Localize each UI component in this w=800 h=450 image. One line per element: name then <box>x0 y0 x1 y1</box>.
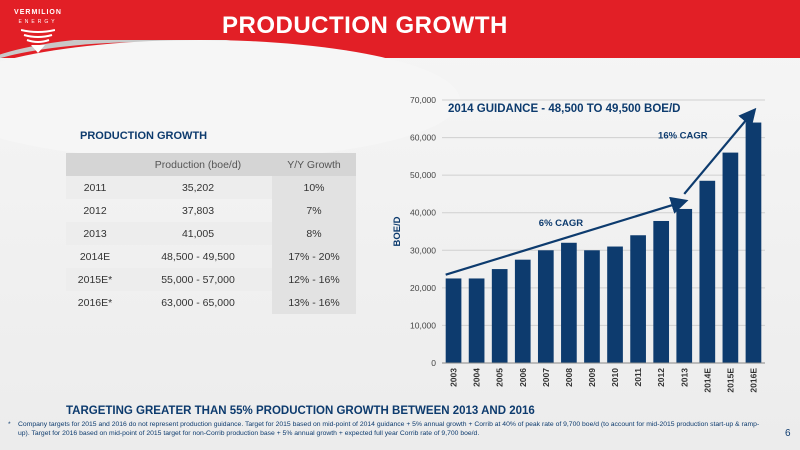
table-cell-growth: 13% - 16% <box>272 291 356 314</box>
bar-2015E <box>722 152 739 363</box>
x-tick-label: 2006 <box>518 368 528 387</box>
table-cell-year: 2013 <box>66 222 124 245</box>
table-cell-growth: 12% - 16% <box>272 268 356 291</box>
x-tick-label: 2003 <box>449 368 459 387</box>
y-tick-label: 30,000 <box>410 245 436 255</box>
y-tick-label: 40,000 <box>410 208 436 218</box>
y-tick-label: 20,000 <box>410 283 436 293</box>
bar-2005 <box>491 269 508 363</box>
bar-2013 <box>676 208 693 363</box>
y-tick-label: 50,000 <box>410 170 436 180</box>
page-title: PRODUCTION GROWTH <box>222 12 508 39</box>
bar-2007 <box>537 250 554 363</box>
footer-highlight: TARGETING GREATER THAN 55% PRODUCTION GR… <box>66 405 535 417</box>
table-cell-production: 55,000 - 57,000 <box>124 268 272 291</box>
table-row: 2011 35,202 10% <box>66 176 356 199</box>
bar-2006 <box>514 259 531 363</box>
header-swoosh <box>0 40 460 160</box>
x-tick-label: 2008 <box>564 368 574 387</box>
production-table: Production (boe/d) Y/Y Growth 2011 35,20… <box>66 153 356 314</box>
table-cell-growth: 8% <box>272 222 356 245</box>
table-cell-production: 35,202 <box>124 176 272 199</box>
table-cell-year: 2014E <box>79 250 111 263</box>
cagr-label: 16% CAGR <box>658 131 708 142</box>
x-tick-label: 2011 <box>633 368 643 387</box>
table-cell-year: 2012 <box>83 204 107 217</box>
y-tick-label: 10,000 <box>410 320 436 330</box>
table-cell-production: 41,005 <box>124 222 272 245</box>
bar-2014E <box>699 180 716 363</box>
cagr-label: 6% CAGR <box>539 218 583 229</box>
table-row: 2014E 48,500 - 49,500 17% - 20% <box>66 245 356 268</box>
chart-title: 2014 GUIDANCE - 48,500 TO 49,500 BOE/D <box>448 103 681 115</box>
chart-svg: 0 10,000 20,000 30,000 40,000 50,000 60,000 70,… <box>392 95 765 393</box>
table-header-year <box>66 153 124 176</box>
x-tick-label: 2007 <box>541 368 551 387</box>
production-chart: 0 10,000 20,000 30,000 40,000 50,000 60,000 70,… <box>380 88 780 398</box>
page-number: 6 <box>785 428 791 439</box>
x-tick-label: 2015E <box>725 368 735 393</box>
table-cell-production: 37,803 <box>181 204 215 217</box>
logo-subtext: ENERGY <box>18 19 58 25</box>
table-cell-year: 2015E* <box>66 268 124 291</box>
table-title: PRODUCTION GROWTH <box>80 130 208 142</box>
x-tick-label: 2012 <box>656 368 666 387</box>
bar-2008 <box>561 242 577 363</box>
cagr-arrow <box>683 107 757 195</box>
table-cell-year: 2011 <box>66 176 124 199</box>
logo-text: VERMILION <box>14 9 62 16</box>
y-axis-label: BOE/D <box>392 216 403 246</box>
bar-2016E <box>745 122 762 363</box>
table-row: 2012 37,803 7% <box>66 199 356 222</box>
y-tick-label: 0 <box>431 358 436 368</box>
table-cell-production: 48,500 - 49,500 <box>161 250 235 263</box>
x-tick-label: 2009 <box>587 368 597 387</box>
bar-2003 <box>445 278 462 363</box>
x-tick-label: 2013 <box>679 368 689 387</box>
table-cell-growth: 17% - 20% <box>272 245 356 268</box>
bar-2011 <box>630 235 646 363</box>
y-tick-label: 60,000 <box>410 133 436 143</box>
x-tick-label: 2016E <box>748 368 758 393</box>
bar-2004 <box>468 278 485 363</box>
table-header-growth: Y/Y Growth <box>272 153 356 176</box>
x-tick-label: 2005 <box>495 368 505 387</box>
logo-mark-icon <box>21 29 55 53</box>
header-band-top <box>0 0 800 40</box>
x-tick-label: 2014E <box>702 368 712 393</box>
table-row: 2015E* 55,000 - 57,000 12% - 16% <box>66 268 356 291</box>
table-cell-production: 63,000 - 65,000 <box>161 296 235 309</box>
table-row: 2016E* 63,000 - 65,000 13% - 16% <box>66 291 356 314</box>
x-tick-label: 2004 <box>472 368 482 387</box>
table-cell-growth: 7% <box>272 199 356 222</box>
table-cell-year: 2016E* <box>77 296 113 309</box>
table-cell-growth: 10% <box>272 176 356 199</box>
bar-2012 <box>653 220 670 363</box>
bar-2009 <box>584 250 600 363</box>
y-tick-label: 70,000 <box>410 95 436 105</box>
cagr-arrow <box>445 196 689 276</box>
x-tick-label: 2010 <box>610 368 620 387</box>
footnote-star: * <box>8 421 11 428</box>
table-header-row: Production (boe/d) Y/Y Growth <box>66 153 356 176</box>
bar-2010 <box>607 246 623 363</box>
table-header-production: Production (boe/d) <box>124 153 272 176</box>
table-row: 2013 41,005 8% <box>66 222 356 245</box>
footnote-text: Company targets for 2015 and 2016 do not… <box>18 421 760 437</box>
company-logo: VERMILION ENERGY <box>8 6 68 58</box>
